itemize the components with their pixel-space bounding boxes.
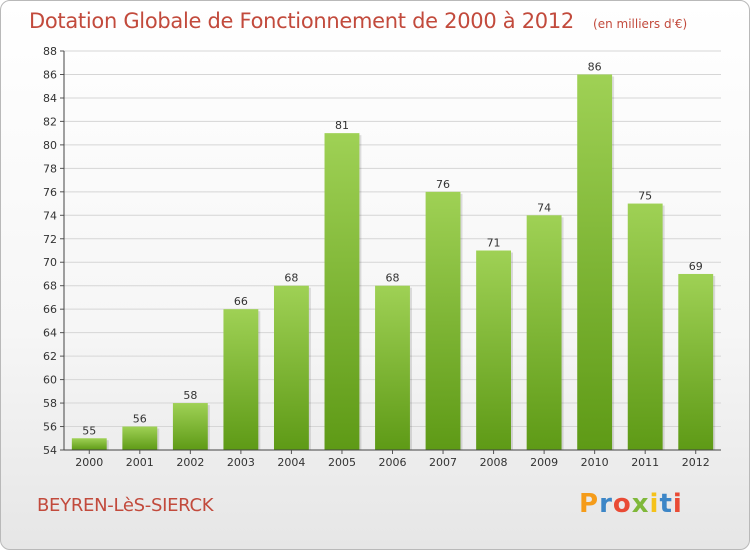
- y-tick-label: 60: [43, 374, 57, 387]
- y-tick-label: 86: [43, 68, 57, 81]
- data-label-2011: 75: [638, 190, 652, 203]
- title-row: Dotation Globale de Fonctionnement de 20…: [29, 9, 687, 33]
- data-label-2007: 76: [436, 178, 450, 191]
- y-tick-label: 58: [43, 397, 57, 410]
- x-tick-label-2000: 2000: [75, 456, 103, 469]
- proxiti-logo[interactable]: Proxiti: [579, 489, 683, 519]
- bar-2005: [324, 133, 360, 450]
- logo-letter: i: [672, 489, 683, 519]
- data-label-2012: 69: [689, 260, 703, 273]
- x-tick-label-2009: 2009: [530, 456, 558, 469]
- y-tick-label: 76: [43, 186, 57, 199]
- data-label-2006: 68: [386, 272, 400, 285]
- y-tick-label: 54: [43, 444, 57, 457]
- bar-2002: [172, 403, 208, 450]
- data-label-2003: 66: [234, 295, 248, 308]
- y-tick-label: 66: [43, 303, 57, 316]
- bar-2011: [627, 203, 663, 450]
- x-tick-label-2007: 2007: [429, 456, 457, 469]
- x-tick-label-2010: 2010: [581, 456, 609, 469]
- y-tick-label: 72: [43, 233, 57, 246]
- y-tick-label: 82: [43, 115, 57, 128]
- bar-2004: [273, 285, 309, 450]
- y-tick-label: 78: [43, 162, 57, 175]
- data-label-2010: 86: [588, 60, 602, 73]
- axes: 54 56 58 60 62 64 66 68 70 72 74 76 78 80 82 84 86 88 2000…: [43, 45, 721, 469]
- bar-2009: [526, 215, 562, 450]
- logo-letter: P: [579, 489, 600, 519]
- data-label-2008: 71: [487, 237, 501, 250]
- y-tick-label: 88: [43, 45, 57, 58]
- commune-name: BEYREN-LèS-SIERCK: [37, 495, 214, 516]
- x-tick-label-2005: 2005: [328, 456, 356, 469]
- data-label-2009: 74: [537, 201, 551, 214]
- y-tick-label: 62: [43, 350, 57, 363]
- bar-2007: [425, 191, 461, 450]
- y-tick-label: 56: [43, 421, 57, 434]
- logo-letter: o: [612, 489, 632, 519]
- x-tick-label-2003: 2003: [227, 456, 255, 469]
- y-tick-label: 68: [43, 280, 57, 293]
- chart-subtitle: (en milliers d'€): [593, 17, 688, 31]
- x-tick-label-2001: 2001: [126, 456, 154, 469]
- bar-2000: [71, 438, 107, 450]
- data-label-2005: 81: [335, 119, 349, 132]
- bar-2003: [223, 309, 259, 450]
- chart-title: Dotation Globale de Fonctionnement de 20…: [29, 9, 574, 33]
- bar-2012: [678, 273, 714, 450]
- bar-2008: [476, 250, 512, 450]
- logo-letter: x: [631, 489, 650, 519]
- bars: 55 56 58 66 68 81 68 76 71 74 86 75 69: [71, 60, 716, 451]
- bar-2001: [122, 426, 158, 450]
- x-tick-label-2008: 2008: [480, 456, 508, 469]
- data-label-2004: 68: [284, 272, 298, 285]
- data-label-2002: 58: [183, 389, 197, 402]
- x-tick-label-2011: 2011: [631, 456, 659, 469]
- data-label-2001: 56: [133, 413, 147, 426]
- y-tick-label: 84: [43, 92, 57, 105]
- x-tick-label-2002: 2002: [176, 456, 204, 469]
- x-tick-label-2004: 2004: [277, 456, 305, 469]
- x-tick-label-2006: 2006: [379, 456, 407, 469]
- y-tick-label: 80: [43, 139, 57, 152]
- logo-letter: i: [649, 489, 660, 519]
- x-tick-label-2012: 2012: [682, 456, 710, 469]
- bar-2006: [375, 285, 410, 450]
- bar-2010: [577, 74, 613, 451]
- logo-letter: r: [599, 489, 613, 519]
- y-tick-label: 70: [43, 256, 57, 269]
- data-label-2000: 55: [82, 424, 96, 437]
- y-tick-label: 74: [43, 209, 57, 222]
- logo-letter: t: [659, 489, 673, 519]
- y-tick-label: 64: [43, 327, 57, 340]
